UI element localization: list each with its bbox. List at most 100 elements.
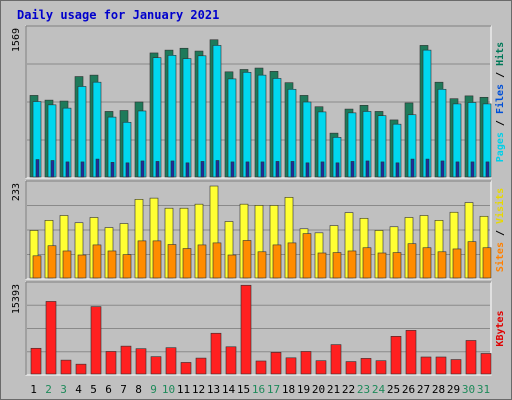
chart-title: Daily usage for January 2021 — [17, 8, 219, 22]
panel-kbytes: 15393 KBytes — [11, 281, 506, 376]
bar-kbytes-day-17 — [270, 352, 282, 375]
x-tick-label-day-9: 9 — [150, 383, 157, 396]
x-tick-label-day-6: 6 — [105, 383, 112, 396]
x-tick-label-day-24: 24 — [372, 383, 386, 396]
x-tick-label-day-27: 27 — [417, 383, 430, 396]
bar-files-day-15 — [242, 72, 252, 178]
bar-sites-day-16 — [257, 251, 267, 279]
legend-separator: / — [495, 66, 506, 84]
x-tick-label-day-15: 15 — [237, 383, 250, 396]
bar-kbytes-day-8 — [135, 348, 147, 375]
x-tick-label-day-8: 8 — [135, 383, 142, 396]
bar-kbytes-day-31 — [480, 353, 492, 375]
bar-kbytes-day-30 — [465, 340, 477, 375]
bar-kbytes-day-20 — [315, 360, 327, 375]
bar-kbytes-day-24 — [375, 360, 387, 375]
bar-kbytes-day-7 — [120, 345, 132, 375]
bar-pages-day-20 — [320, 161, 325, 178]
bar-sites-day-6 — [107, 250, 117, 279]
bar-pages-day-18 — [290, 161, 295, 178]
bar-sites-day-25 — [392, 252, 402, 279]
bar-sites-day-15 — [242, 240, 252, 279]
x-tick-label-day-3: 3 — [60, 383, 67, 396]
x-tick-label-day-1: 1 — [30, 383, 37, 396]
bar-sites-day-3 — [62, 250, 72, 279]
bar-files-day-10 — [167, 55, 177, 178]
bar-pages-day-13 — [215, 160, 220, 178]
bar-pages-day-30 — [470, 161, 475, 178]
x-tick-label-day-25: 25 — [387, 383, 400, 396]
bar-pages-day-23 — [365, 160, 370, 178]
bar-files-day-12 — [197, 55, 207, 178]
bar-kbytes-day-11 — [180, 362, 192, 375]
panel-hits: 1569 Pages / Files / Hits — [11, 25, 506, 179]
bar-pages-day-8 — [140, 160, 145, 178]
bar-pages-day-15 — [245, 161, 250, 178]
bar-pages-day-26 — [410, 158, 415, 178]
x-tick-label-day-4: 4 — [75, 383, 82, 396]
bar-sites-day-28 — [437, 251, 447, 279]
bar-sites-day-21 — [332, 252, 342, 279]
x-tick-label-day-18: 18 — [282, 383, 295, 396]
bar-kbytes-day-16 — [255, 360, 267, 375]
bar-kbytes-day-22 — [345, 361, 357, 375]
bar-pages-day-11 — [185, 162, 190, 178]
legend-separator: / — [495, 114, 506, 132]
bar-pages-day-9 — [155, 161, 160, 178]
bar-kbytes-day-21 — [330, 344, 342, 375]
panel-visits: 233 Sites / Visits — [11, 180, 506, 280]
x-tick-label-day-10: 10 — [162, 383, 175, 396]
bar-pages-day-14 — [230, 161, 235, 178]
bar-pages-day-21 — [335, 162, 340, 178]
x-tick-label-day-14: 14 — [222, 383, 236, 396]
bar-sites-day-7 — [122, 254, 132, 279]
bar-pages-day-27 — [425, 158, 430, 178]
x-tick-label-day-22: 22 — [342, 383, 355, 396]
bar-sites-day-5 — [92, 244, 102, 279]
bar-kbytes-day-29 — [450, 359, 462, 375]
chart-panels: 1569 Pages / Files / Hits 233 Sites / Visit… — [11, 25, 506, 376]
bar-sites-day-4 — [77, 254, 87, 279]
bar-pages-day-19 — [305, 162, 310, 178]
series-sites — [32, 233, 492, 279]
x-tick-label-day-17: 17 — [267, 383, 280, 396]
bar-kbytes-day-27 — [420, 356, 432, 375]
bar-files-day-11 — [182, 58, 192, 178]
x-tick-label-day-16: 16 — [252, 383, 265, 396]
bar-sites-day-22 — [347, 250, 357, 279]
bar-kbytes-day-12 — [195, 357, 207, 375]
bar-pages-day-6 — [110, 162, 115, 178]
x-tick-label-day-5: 5 — [90, 383, 97, 396]
x-tick-label-day-29: 29 — [447, 383, 460, 396]
x-tick-label-day-11: 11 — [177, 383, 190, 396]
bar-kbytes-day-5 — [90, 306, 102, 375]
x-tick-label-day-20: 20 — [312, 383, 325, 396]
bar-sites-day-8 — [137, 240, 147, 279]
x-axis-day-labels: 1 2 3 4 5 6 7 8 9 10 11 12 13 14 15 16 17 18 19 20 21 22 23 24 2… — [30, 383, 490, 396]
bar-kbytes-day-10 — [165, 347, 177, 375]
bar-sites-day-30 — [467, 241, 477, 279]
x-tick-label-day-28: 28 — [432, 383, 445, 396]
x-tick-label-day-30: 30 — [462, 383, 475, 396]
legend-pages: Pages — [495, 132, 506, 162]
bar-sites-day-31 — [482, 247, 492, 279]
bar-kbytes-day-28 — [435, 356, 447, 375]
bar-sites-day-29 — [452, 248, 462, 279]
panel-visits-legend: Sites / Visits — [494, 188, 506, 272]
bar-kbytes-day-15 — [240, 284, 252, 375]
bar-pages-day-5 — [95, 158, 100, 178]
bar-sites-day-26 — [407, 243, 417, 279]
x-tick-label-day-2: 2 — [45, 383, 52, 396]
x-tick-label-day-12: 12 — [192, 383, 205, 396]
bar-pages-day-31 — [485, 161, 490, 178]
bar-kbytes-day-2 — [45, 301, 57, 375]
bar-sites-day-1 — [32, 255, 42, 279]
bar-kbytes-day-23 — [360, 358, 372, 375]
bar-pages-day-10 — [170, 160, 175, 178]
bar-pages-day-28 — [440, 160, 445, 178]
bar-kbytes-day-13 — [210, 332, 222, 375]
bar-sites-day-23 — [362, 247, 372, 279]
panel-hits-max-label: 1569 — [11, 28, 22, 52]
bar-pages-day-24 — [380, 161, 385, 178]
